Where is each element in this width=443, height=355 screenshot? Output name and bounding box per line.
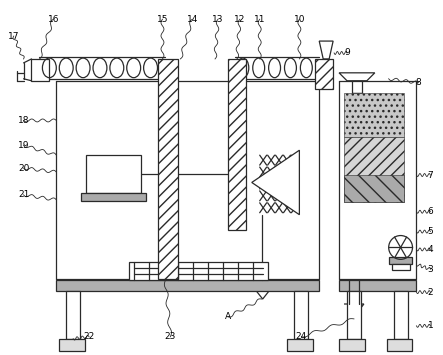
Text: 17: 17 bbox=[8, 32, 19, 40]
Polygon shape bbox=[252, 150, 299, 215]
Polygon shape bbox=[319, 41, 333, 59]
Bar bbox=[228, 59, 246, 230]
Text: 5: 5 bbox=[427, 227, 433, 236]
Text: 20: 20 bbox=[18, 164, 29, 173]
Bar bbox=[288, 339, 313, 351]
Bar bbox=[129, 262, 268, 280]
Text: 11: 11 bbox=[254, 15, 265, 24]
Text: 2: 2 bbox=[427, 288, 433, 296]
Bar bbox=[392, 264, 409, 270]
Bar bbox=[347, 291, 361, 339]
Text: 1: 1 bbox=[427, 321, 433, 331]
Bar bbox=[344, 93, 404, 137]
Bar bbox=[339, 339, 365, 351]
Text: 9: 9 bbox=[344, 49, 350, 58]
Polygon shape bbox=[339, 73, 375, 81]
Text: 7: 7 bbox=[427, 170, 433, 180]
Bar bbox=[159, 59, 179, 279]
Bar bbox=[389, 257, 412, 264]
Text: 3: 3 bbox=[427, 265, 433, 274]
Text: 23: 23 bbox=[165, 332, 176, 341]
Text: 15: 15 bbox=[157, 15, 168, 24]
Bar bbox=[352, 81, 362, 93]
Bar bbox=[81, 193, 146, 201]
Bar bbox=[387, 339, 412, 351]
Bar bbox=[66, 291, 80, 339]
Bar bbox=[344, 175, 404, 202]
Bar bbox=[339, 280, 416, 291]
Bar bbox=[31, 59, 49, 81]
Bar bbox=[86, 155, 140, 193]
Text: 14: 14 bbox=[187, 15, 198, 24]
Text: 24: 24 bbox=[296, 332, 307, 341]
Bar bbox=[315, 59, 333, 89]
Bar bbox=[56, 280, 319, 291]
Text: 8: 8 bbox=[416, 78, 421, 87]
Bar bbox=[344, 137, 404, 202]
Text: 12: 12 bbox=[234, 15, 245, 24]
Text: 6: 6 bbox=[427, 207, 433, 216]
Bar bbox=[352, 93, 362, 142]
Bar bbox=[59, 339, 85, 351]
Text: 10: 10 bbox=[294, 15, 305, 24]
Text: 21: 21 bbox=[18, 190, 29, 200]
Text: 13: 13 bbox=[212, 15, 224, 24]
Text: 18: 18 bbox=[18, 116, 29, 125]
Bar bbox=[394, 291, 408, 339]
Text: 19: 19 bbox=[18, 141, 29, 150]
Text: 22: 22 bbox=[83, 332, 95, 341]
Text: 4: 4 bbox=[427, 245, 433, 254]
Text: A: A bbox=[225, 312, 231, 321]
Bar bbox=[295, 291, 308, 339]
Text: 16: 16 bbox=[47, 15, 59, 24]
